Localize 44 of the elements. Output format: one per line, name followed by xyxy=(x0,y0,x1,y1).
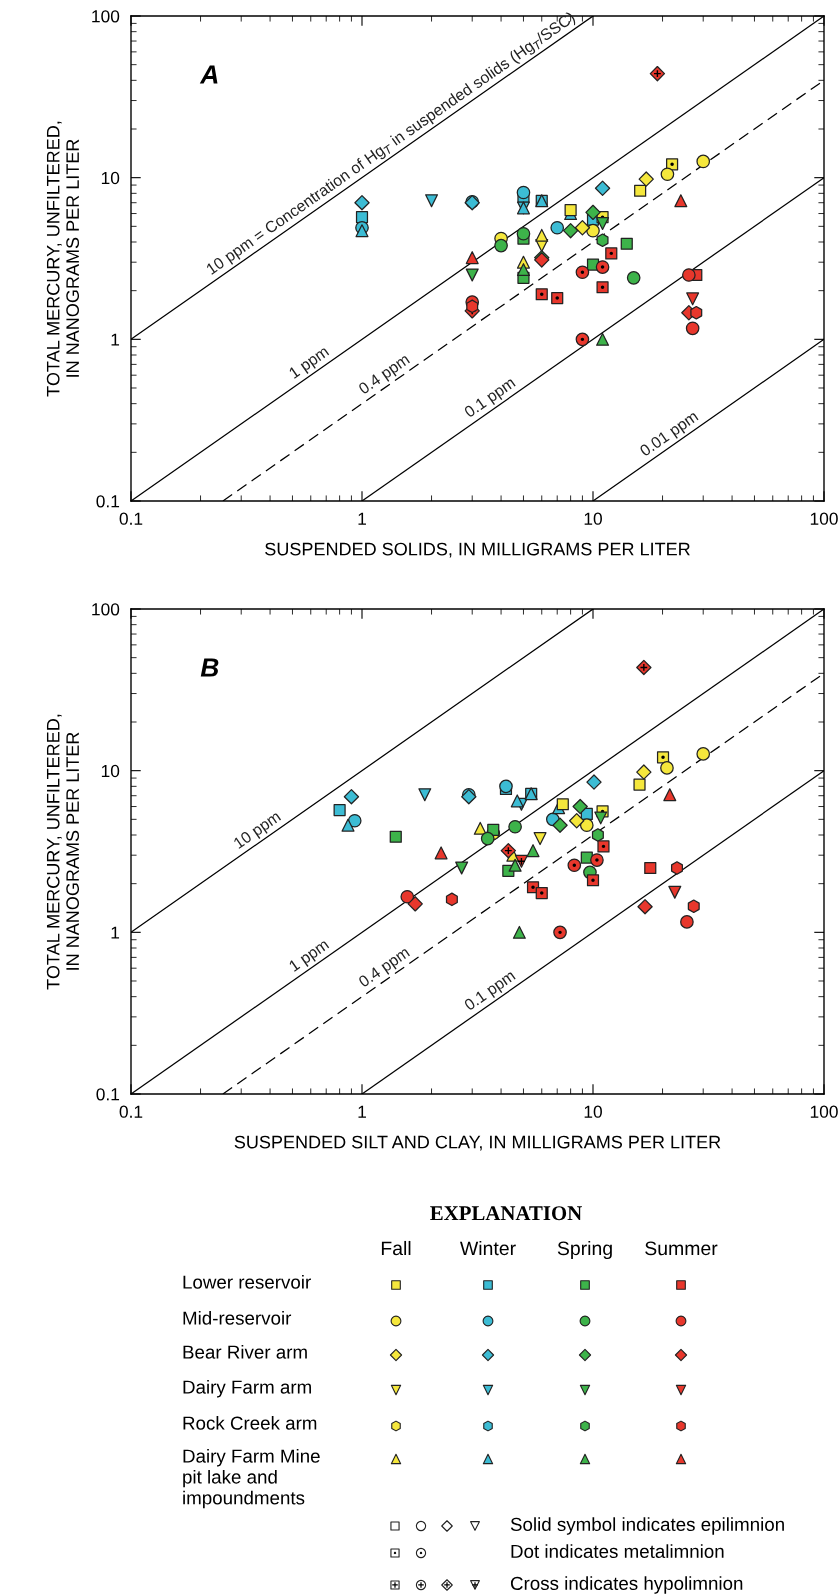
annotation: A xyxy=(199,65,218,84)
x-tick-label: 1 xyxy=(358,512,366,525)
y-tick-label: 0.1 xyxy=(96,1088,120,1101)
category-label: Fall xyxy=(381,1240,411,1256)
y-axis-title: TOTAL MERCURY, UNFILTERED, IN NANOGRAMS PER LITER xyxy=(46,714,80,990)
category-label: Bear River arm xyxy=(183,1345,307,1359)
y-tick-label: 1 xyxy=(111,333,120,346)
text: 0.1 ppm xyxy=(463,376,518,421)
y-tick-label: 100 xyxy=(92,10,120,23)
text: 0.4 ppm xyxy=(357,946,412,991)
text: 0.1 ppm xyxy=(463,969,518,1014)
category-label: Spring xyxy=(557,1240,612,1260)
text: Dot indicates metalimnion xyxy=(511,1544,724,1559)
text: EXPLANATION xyxy=(430,1206,582,1221)
y-tick-label: 100 xyxy=(92,603,120,616)
category-label: Winter xyxy=(460,1240,516,1256)
x-tick-label: 10 xyxy=(584,1105,602,1118)
category-label: Lower reservoir xyxy=(183,1275,311,1289)
x-tick-label: 10 xyxy=(584,512,602,525)
x-tick-label: 0.1 xyxy=(119,1105,143,1118)
text: 0.01 ppm xyxy=(638,410,701,460)
category-label: Dairy Farm Mine pit lake and impoundments xyxy=(183,1449,320,1509)
text: 1 ppm xyxy=(288,938,332,975)
text: Solid symbol indicates epilimnion xyxy=(510,1517,784,1535)
y-axis-title: TOTAL MERCURY, UNFILTERED, IN NANOGRAMS PER LITER xyxy=(46,121,80,397)
x-tick-label: 1 xyxy=(358,1105,366,1118)
x-axis-title: SUSPENDED SOLIDS, IN MILLIGRAMS PER LITER xyxy=(265,542,690,558)
y-tick-label: 10 xyxy=(101,764,120,778)
y-tick-label: 10 xyxy=(101,171,120,185)
category-label: Dairy Farm arm xyxy=(183,1380,311,1398)
text: 0.4 ppm xyxy=(357,353,412,398)
category-label: Summer xyxy=(645,1241,718,1256)
text: 1 ppm xyxy=(288,345,332,382)
annotation: B xyxy=(200,658,219,677)
text: 10 ppm xyxy=(232,810,283,852)
text: Cross indicates hypolimnion xyxy=(510,1576,743,1594)
category-label: Mid-reservoir xyxy=(183,1311,292,1325)
y-tick-label: 0.1 xyxy=(96,495,120,508)
y-tick-label: 1 xyxy=(111,926,120,939)
x-tick-label: 100 xyxy=(810,1105,838,1118)
category-label: Rock Creek arm xyxy=(183,1416,317,1430)
x-tick-label: 100 xyxy=(810,512,838,525)
x-tick-label: 0.1 xyxy=(119,512,143,525)
x-axis-title: SUSPENDED SILT AND CLAY, IN MILLIGRAMS PER LITER xyxy=(234,1135,721,1151)
